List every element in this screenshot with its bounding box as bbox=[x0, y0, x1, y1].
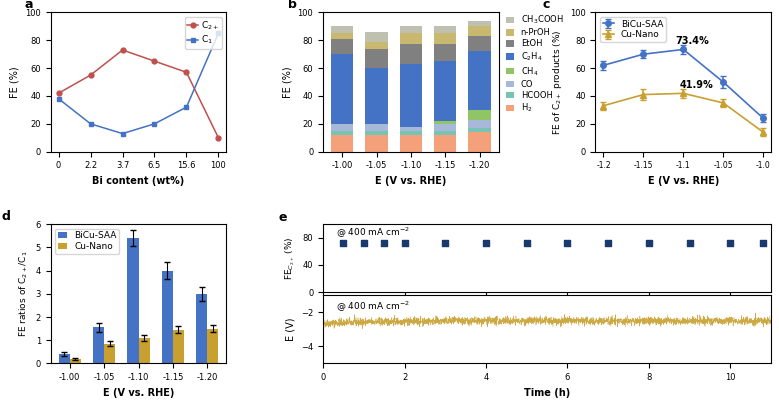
Text: b: b bbox=[288, 0, 297, 11]
Bar bbox=[468, 132, 491, 152]
Bar bbox=[93, 328, 104, 363]
Bar bbox=[400, 26, 422, 33]
X-axis label: Bi content (wt%): Bi content (wt%) bbox=[93, 176, 185, 186]
Point bbox=[480, 240, 492, 247]
Point bbox=[358, 240, 370, 247]
Point bbox=[378, 240, 390, 247]
Y-axis label: FE of C$_{2+}$ products (%): FE of C$_{2+}$ products (%) bbox=[552, 29, 565, 135]
Y-axis label: FE ratios of C$_{2+}$/C$_1$: FE ratios of C$_{2+}$/C$_1$ bbox=[17, 250, 30, 337]
Bar bbox=[434, 124, 456, 131]
Bar bbox=[468, 110, 491, 120]
Text: @ 400 mA cm$^{-2}$: @ 400 mA cm$^{-2}$ bbox=[337, 300, 411, 314]
Text: 41.9%: 41.9% bbox=[679, 80, 713, 90]
Bar bbox=[434, 33, 456, 45]
Bar bbox=[69, 359, 81, 363]
Point bbox=[439, 240, 452, 247]
Bar bbox=[128, 238, 139, 363]
Point bbox=[643, 240, 655, 247]
Bar bbox=[365, 32, 388, 42]
X-axis label: E (V vs. RHE): E (V vs. RHE) bbox=[647, 176, 719, 186]
Y-axis label: E (V): E (V) bbox=[286, 318, 295, 341]
Legend: BiCu-SAA, Cu-Nano: BiCu-SAA, Cu-Nano bbox=[55, 229, 119, 254]
Bar bbox=[400, 131, 422, 135]
X-axis label: E (V vs. RHE): E (V vs. RHE) bbox=[375, 176, 446, 186]
Bar bbox=[104, 344, 115, 363]
Bar bbox=[434, 61, 456, 121]
Point bbox=[398, 240, 411, 247]
Bar bbox=[468, 36, 491, 51]
Legend: BiCu-SAA, Cu-Nano: BiCu-SAA, Cu-Nano bbox=[600, 17, 666, 42]
Bar bbox=[468, 128, 491, 132]
Bar bbox=[468, 21, 491, 26]
Bar bbox=[162, 271, 173, 363]
Bar bbox=[468, 26, 491, 36]
Y-axis label: FE (%): FE (%) bbox=[9, 66, 19, 98]
Bar bbox=[400, 33, 422, 45]
Bar bbox=[400, 64, 422, 127]
Bar bbox=[468, 51, 491, 110]
Text: e: e bbox=[278, 211, 287, 224]
Bar bbox=[139, 338, 150, 363]
Bar bbox=[365, 42, 388, 49]
Bar bbox=[434, 45, 456, 61]
Y-axis label: FE$_{C_{2+}}$ (%): FE$_{C_{2+}}$ (%) bbox=[284, 236, 297, 280]
Bar bbox=[400, 45, 422, 64]
Bar bbox=[331, 26, 354, 33]
Bar bbox=[365, 135, 388, 152]
X-axis label: Time (h): Time (h) bbox=[524, 388, 570, 398]
Bar bbox=[365, 68, 388, 124]
Point bbox=[602, 240, 615, 247]
Bar bbox=[365, 49, 388, 68]
Bar bbox=[400, 127, 422, 131]
Bar bbox=[207, 329, 218, 363]
Bar bbox=[173, 330, 184, 363]
Bar bbox=[196, 294, 207, 363]
Bar bbox=[365, 131, 388, 135]
Point bbox=[757, 240, 770, 247]
Text: @ 400 mA cm$^{-2}$: @ 400 mA cm$^{-2}$ bbox=[337, 226, 411, 240]
X-axis label: E (V vs. RHE): E (V vs. RHE) bbox=[103, 388, 174, 398]
Bar bbox=[58, 354, 69, 363]
Bar bbox=[468, 120, 491, 128]
Bar bbox=[365, 124, 388, 131]
Text: c: c bbox=[543, 0, 550, 11]
Bar bbox=[434, 135, 456, 152]
Text: a: a bbox=[24, 0, 33, 11]
Bar bbox=[331, 131, 354, 135]
Y-axis label: FE (%): FE (%) bbox=[282, 66, 292, 98]
Point bbox=[561, 240, 573, 247]
Bar bbox=[331, 54, 354, 124]
Point bbox=[683, 240, 696, 247]
Bar bbox=[434, 131, 456, 135]
Point bbox=[520, 240, 533, 247]
Text: d: d bbox=[2, 210, 10, 223]
Bar bbox=[434, 121, 456, 124]
Point bbox=[337, 240, 350, 247]
Bar bbox=[331, 33, 354, 39]
Bar bbox=[400, 135, 422, 152]
Bar bbox=[331, 124, 354, 131]
Point bbox=[724, 240, 737, 247]
Legend: CH$_3$COOH, n-PrOH, EtOH, C$_2$H$_4$, CH$_4$, CO, HCOOH, H$_2$: CH$_3$COOH, n-PrOH, EtOH, C$_2$H$_4$, CH… bbox=[506, 14, 563, 114]
Bar bbox=[331, 135, 354, 152]
Text: 73.4%: 73.4% bbox=[675, 36, 709, 46]
Bar bbox=[331, 39, 354, 54]
Legend: C$_{2+}$, C$_1$: C$_{2+}$, C$_1$ bbox=[185, 17, 222, 49]
Bar bbox=[434, 26, 456, 33]
